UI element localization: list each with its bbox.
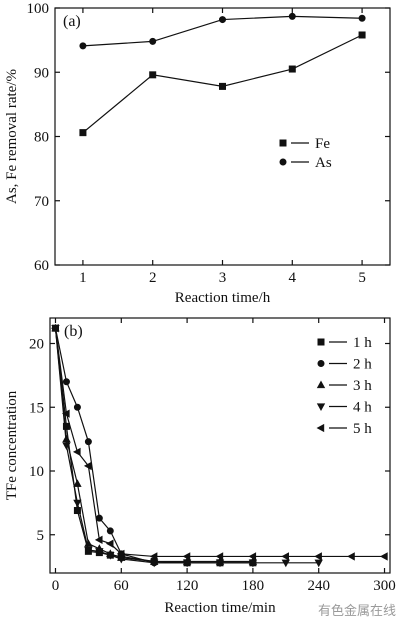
b-data-point <box>149 552 158 561</box>
b-data-point <box>105 539 114 548</box>
a-legend-marker <box>279 139 287 147</box>
a-data-point <box>288 12 296 20</box>
b-y-tick-label: 15 <box>29 400 44 416</box>
a-legend-label: Fe <box>315 136 330 152</box>
a-data-point <box>358 14 366 22</box>
b-data-point <box>72 447 81 457</box>
plot-frame-b <box>49 317 391 574</box>
b-data-point <box>116 549 125 559</box>
b-series-line-4 <box>54 328 385 558</box>
b-legend-marker <box>316 380 326 389</box>
b-data-point <box>347 552 355 561</box>
b-legend-marker <box>317 359 325 367</box>
b-data-point <box>215 552 224 561</box>
a-data-point <box>79 42 87 50</box>
b-data-point <box>106 527 114 535</box>
b-legend-label: 4 h <box>353 400 372 416</box>
b-legend-label: 2 h <box>353 357 372 373</box>
a-y-tick-label: 60 <box>34 258 49 274</box>
a-x-tick-label: 3 <box>219 270 227 286</box>
panel-label-a: (a) <box>63 13 81 30</box>
b-data-point <box>150 559 159 568</box>
b-x-tick-label: 120 <box>176 578 199 594</box>
b-data-point <box>95 548 104 556</box>
a-y-tick-label: 100 <box>27 1 50 17</box>
b-legend-label: 1 h <box>353 335 372 351</box>
b-legend-label: 5 h <box>353 421 372 437</box>
legend-b: 1 h 2 h 3 h 4 h 5 h <box>316 335 372 437</box>
b-data-point <box>314 552 322 561</box>
b-data-point <box>182 559 192 568</box>
a-y-tick-label: 80 <box>34 130 49 146</box>
b-x-tick-label: 0 <box>52 578 60 594</box>
watermark-text: 有色金属在线 <box>318 603 396 619</box>
a-data-point <box>219 82 227 90</box>
legend-a: Fe As <box>279 136 332 171</box>
plot-frame-a <box>54 7 391 266</box>
y-axis-title-a: As, Fe removal rate/% <box>4 69 20 204</box>
b-data-point <box>248 559 258 568</box>
b-y-tick-label: 10 <box>29 464 44 480</box>
series-a <box>79 12 366 137</box>
ticks-a: 1 2 3 4 5 60 70 80 90 100 <box>27 1 390 286</box>
b-y-tick-label: 20 <box>29 337 44 353</box>
b-data-point <box>73 479 82 487</box>
b-series-line-2 <box>54 328 253 563</box>
x-axis-title-b: Reaction time/min <box>164 600 276 616</box>
b-data-point <box>62 378 70 386</box>
b-legend-marker <box>317 338 325 346</box>
b-data-point <box>83 461 92 471</box>
panel-a: (a) Reaction time/h As, Fe removal rate/… <box>4 1 391 306</box>
b-data-point <box>51 324 59 333</box>
b-y-tick-label: 5 <box>37 528 45 544</box>
b-data-point <box>380 552 388 561</box>
b-x-tick-label: 240 <box>307 578 330 594</box>
y-axis-title-b: TFe concentration <box>4 390 20 500</box>
panel-label-b: (b) <box>64 323 83 340</box>
a-y-tick-label: 90 <box>34 65 49 81</box>
series-b <box>51 323 388 568</box>
a-x-tick-label: 1 <box>79 270 87 286</box>
a-data-point <box>288 65 296 73</box>
b-data-point <box>94 535 103 545</box>
a-data-point <box>358 31 366 39</box>
b-data-point <box>182 552 191 561</box>
a-y-tick-label: 70 <box>34 194 49 210</box>
a-x-tick-label: 5 <box>358 270 366 286</box>
b-legend-marker <box>316 403 326 411</box>
a-legend-marker <box>279 158 287 166</box>
b-x-tick-label: 180 <box>242 578 265 594</box>
b-legend-marker <box>316 423 325 433</box>
a-x-tick-label: 4 <box>289 270 297 286</box>
b-data-point <box>314 559 323 568</box>
b-data-point <box>62 442 71 450</box>
a-data-point <box>79 129 87 137</box>
b-data-point <box>84 438 92 446</box>
b-x-tick-label: 300 <box>373 578 396 594</box>
a-x-tick-label: 2 <box>149 270 157 286</box>
b-data-point <box>281 559 290 568</box>
a-data-point <box>219 16 227 24</box>
b-data-point <box>73 403 81 411</box>
ticks-b: 0 60 120 180 240 300 5 10 15 20 <box>29 318 396 594</box>
b-data-point <box>95 514 103 522</box>
b-data-point <box>61 409 70 418</box>
b-data-point <box>281 552 289 561</box>
b-legend-label: 3 h <box>353 378 372 394</box>
b-data-point <box>248 552 257 561</box>
b-series-line-3 <box>54 328 319 564</box>
b-x-tick-label: 60 <box>114 578 129 594</box>
a-legend-label: As <box>315 155 332 171</box>
x-axis-title-a: Reaction time/h <box>175 290 271 306</box>
b-data-point <box>84 546 93 555</box>
b-data-point <box>106 551 115 560</box>
a-data-point <box>149 37 157 45</box>
b-data-point <box>215 559 225 568</box>
panel-b: (b) Reaction time/min TFe concentration … <box>4 317 396 616</box>
b-data-point <box>73 499 82 508</box>
a-data-point <box>149 71 157 79</box>
